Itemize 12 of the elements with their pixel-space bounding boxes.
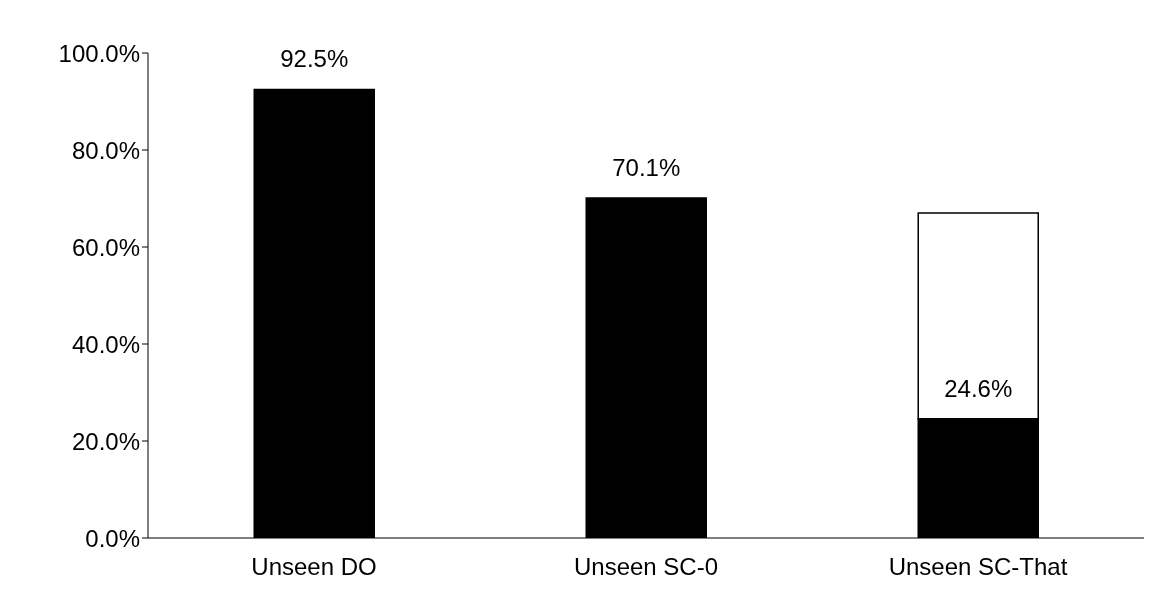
x-tick-label: Unseen SC-That (888, 553, 1068, 581)
data-label: 92.5% (280, 45, 349, 73)
data-label: 24.6% (944, 374, 1013, 402)
data-label: 70.1% (612, 154, 681, 182)
y-tick-label: 80.0% (71, 136, 140, 164)
x-tick-label: Unseen SC-0 (573, 553, 719, 581)
y-tick-label: 100.0% (58, 39, 140, 67)
y-tick-label: 0.0% (85, 524, 140, 552)
y-tick-label: 60.0% (71, 233, 140, 261)
x-tick-label: Unseen DO (251, 553, 377, 581)
y-tick-label: 40.0% (71, 330, 140, 358)
y-tick-label: 20.0% (71, 427, 140, 455)
